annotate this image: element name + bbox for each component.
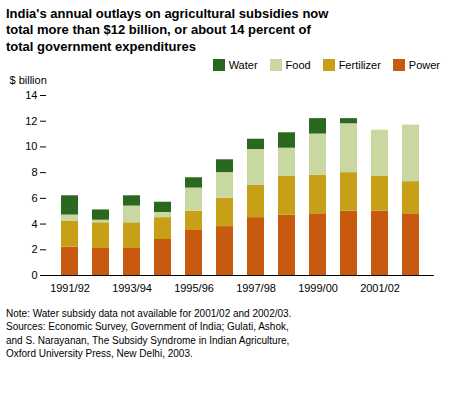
svg-text:1999/00: 1999/00: [298, 282, 338, 294]
html-text:Power: Power: [408, 58, 440, 71]
svg-text:4: 4: [31, 217, 37, 229]
html-text:Water: Water: [228, 58, 258, 71]
svg-text:0: 0: [31, 269, 37, 281]
svg-text:6: 6: [31, 192, 37, 204]
html-text:total more than $12 billion, o: total more than $12 billion, or about 14…: [6, 22, 311, 38]
svg-text:8: 8: [31, 166, 37, 178]
html-text:Oxford University Press, New D: Oxford University Press, New Delhi, 2003…: [6, 348, 193, 360]
svg-text:1995/96: 1995/96: [174, 282, 214, 294]
svg-text:1997/98: 1997/98: [236, 282, 276, 294]
svg-text:1993/94: 1993/94: [112, 282, 152, 294]
svg-text:12: 12: [25, 114, 37, 126]
svg-text:$ billion: $ billion: [10, 74, 47, 86]
html-text:and S. Narayanan, The Subsidy: and S. Narayanan, The Subsidy Syndrome i…: [6, 334, 290, 346]
svg-text:1991/92: 1991/92: [50, 282, 90, 294]
html-text:India's annual outlays on agri: India's annual outlays on agricultural s…: [6, 6, 329, 21]
svg-text:10: 10: [25, 140, 37, 152]
svg-text:14: 14: [25, 89, 37, 101]
svg-text:2: 2: [31, 243, 37, 255]
html-text:Food: Food: [285, 58, 311, 71]
html-text:Fertilizer: Fertilizer: [338, 58, 381, 71]
html-text:Note: Water subsidy data not a: Note: Water subsidy data not available f…: [6, 307, 292, 319]
html-text:total government expenditures: total government expenditures: [6, 38, 196, 54]
html-text:Sources: Economic Survey, Gove: Sources: Economic Survey, Government of …: [6, 321, 289, 333]
svg-text:2001/02: 2001/02: [360, 282, 400, 294]
